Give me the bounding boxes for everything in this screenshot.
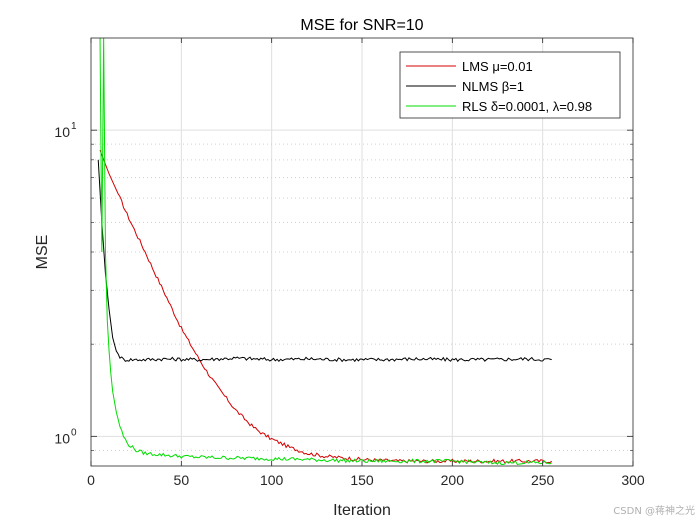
series-line-lms: [99, 150, 553, 464]
series-line-rls: [99, 37, 552, 466]
x-axis-label: Iteration: [333, 502, 391, 519]
legend-label-rls: RLS δ=0.0001, λ=0.98: [462, 99, 592, 114]
chart-title: MSE for SNR=10: [300, 17, 423, 34]
legend-label-lms: LMS μ=0.01: [462, 59, 533, 74]
series-line-nlms: [97, 159, 552, 363]
y-tick-exponent: 1: [71, 121, 77, 132]
x-tick-label: 100: [260, 472, 284, 488]
x-tick-label: 300: [621, 472, 645, 488]
series-lines: [97, 37, 553, 466]
x-tick-label: 0: [87, 472, 95, 488]
legend: LMS μ=0.01 NLMS β=1 RLS δ=0.0001, λ=0.98: [399, 51, 621, 119]
x-tick-label: 250: [531, 472, 555, 488]
y-tick-label: 10: [54, 124, 70, 140]
x-tick-label: 200: [441, 472, 465, 488]
x-tick-label: 50: [174, 472, 190, 488]
x-tick-label: 150: [350, 472, 374, 488]
y-tick-label: 10: [54, 430, 70, 446]
y-axis-label: MSE: [34, 235, 51, 270]
watermark: CSDN @蒋神之光: [613, 504, 695, 517]
y-tick-exponent: 0: [71, 427, 77, 438]
legend-box: [399, 51, 621, 119]
legend-label-nlms: NLMS β=1: [462, 79, 524, 94]
